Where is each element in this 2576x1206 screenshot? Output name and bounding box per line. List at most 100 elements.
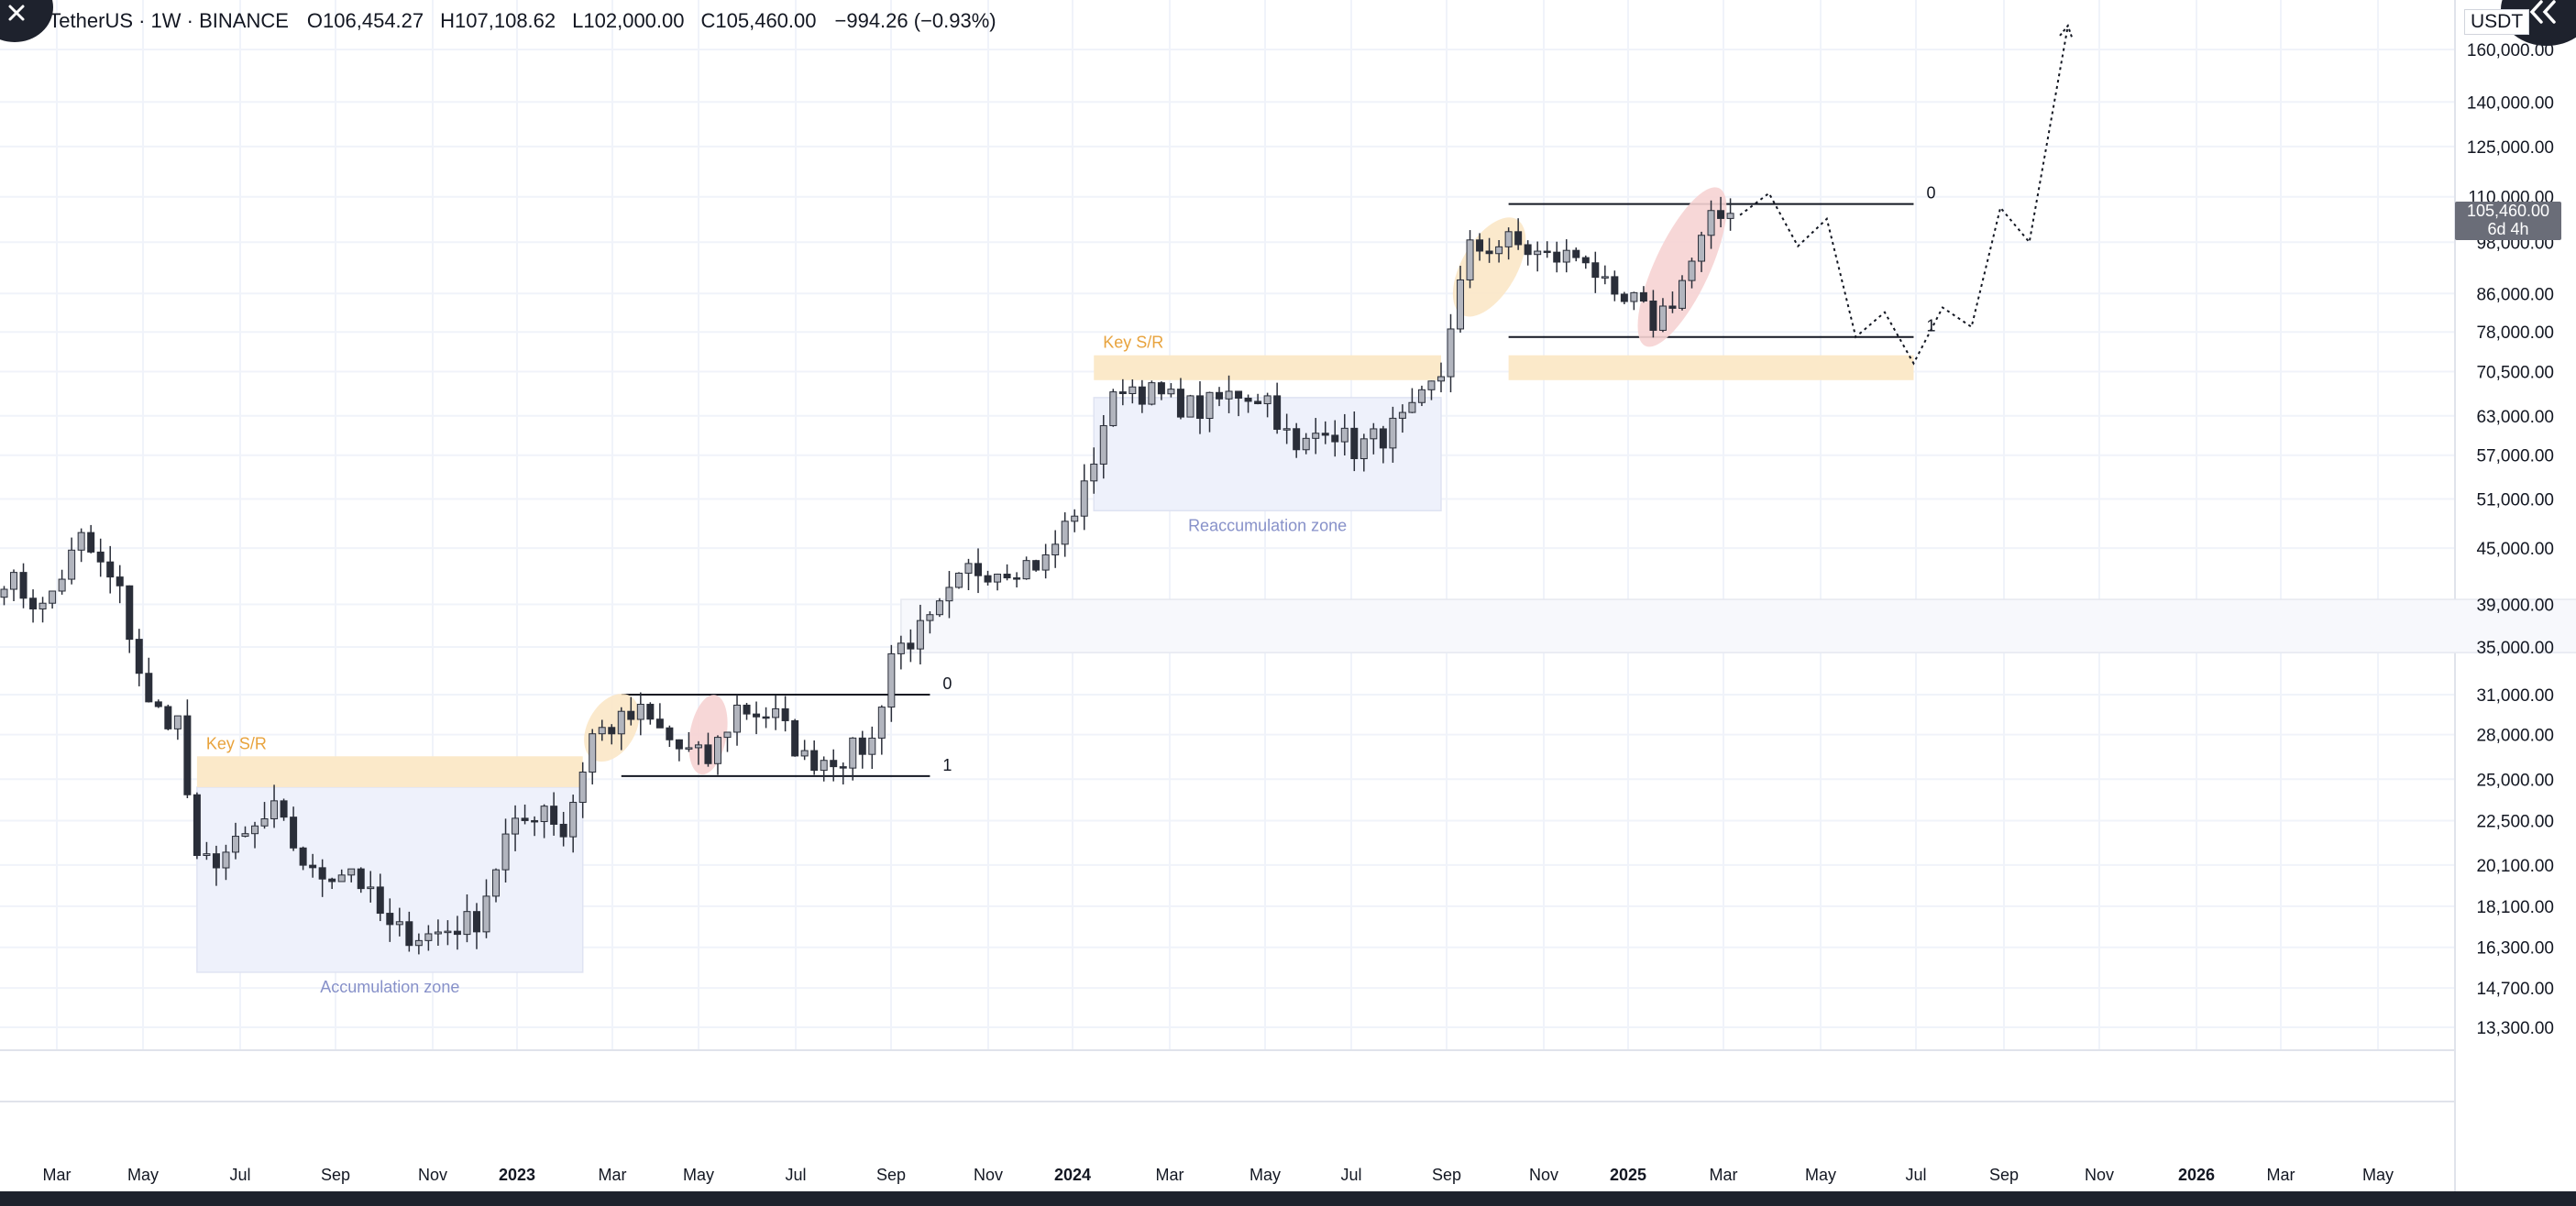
candle-body: [1601, 276, 1609, 279]
time-tick-label: Sep: [321, 1166, 350, 1184]
candle-body: [994, 574, 1002, 583]
time-axis[interactable]: Mar May Jul Sep Nov 2023 Mar May Jul Sep Nov 2024 Ma…: [43, 1166, 2394, 1184]
range-box: [900, 598, 2576, 653]
candle-body: [482, 895, 490, 933]
candle-body: [723, 731, 732, 739]
candle-body: [1717, 210, 1725, 219]
candle-body: [501, 833, 510, 871]
currency-button[interactable]: USDT: [2464, 9, 2530, 35]
candle-body: [1658, 305, 1667, 331]
time-tick-label: Sep: [876, 1166, 906, 1184]
candle-body: [1302, 437, 1310, 451]
candle-body: [1485, 250, 1493, 255]
candle-body: [290, 817, 298, 849]
candle-body: [87, 532, 95, 553]
close-label: C: [700, 9, 716, 32]
candle-body: [945, 587, 953, 602]
candle-body: [608, 727, 616, 735]
candle-body: [1553, 251, 1561, 263]
candle-body: [183, 715, 192, 795]
price-tick-label: 39,000.00: [2476, 597, 2554, 616]
candle-body: [810, 750, 819, 772]
price-tick-label: 22,500.00: [2476, 812, 2554, 831]
candle-body: [1350, 427, 1359, 460]
grid-lines: [0, 0, 2456, 1191]
key-sr-band: [1508, 355, 1914, 380]
candle-body: [974, 563, 983, 576]
candle-body: [1138, 386, 1146, 405]
candle-body: [492, 869, 501, 897]
candle-body: [1370, 428, 1378, 440]
symbol-name[interactable]: oin / TetherUS · 1W · BINANCE: [6, 9, 289, 32]
candle-body: [19, 572, 28, 599]
candle-body: [173, 715, 182, 729]
candle-body: [646, 704, 655, 720]
range-level-1: 1: [1926, 317, 1935, 335]
candle-body: [106, 561, 115, 578]
candle-body: [1340, 427, 1349, 443]
price-tick-label: 63,000.00: [2476, 408, 2554, 427]
projection-path: [1739, 23, 2074, 366]
candle-body: [685, 747, 693, 750]
candle-body: [1128, 386, 1137, 395]
candle-body: [424, 933, 433, 941]
candle-body: [1524, 244, 1532, 256]
candle-body: [1581, 257, 1590, 264]
last-price-value: 105,460.00: [2466, 202, 2550, 220]
last-price-tag: 105,460.00 6d 4h: [2455, 202, 2561, 240]
candle-body: [1562, 249, 1570, 263]
range-level-1: 1: [942, 756, 952, 774]
candle-body: [1447, 328, 1455, 378]
candle-body: [1205, 391, 1214, 420]
candle-body: [1476, 239, 1484, 252]
candle-body: [569, 802, 578, 838]
candle-body: [1639, 291, 1647, 302]
double-chevron-left-icon: [2529, 0, 2556, 24]
annotations-layer: Accumulation zone Reaccumulation zone Key …: [196, 184, 2576, 996]
candle-body: [1408, 401, 1416, 413]
candle-body: [753, 713, 761, 718]
time-tick-label: Jul: [1905, 1166, 1926, 1184]
candle-body: [318, 867, 326, 880]
time-tick-label: May: [1249, 1166, 1281, 1184]
breakout-highlight: [1452, 217, 1526, 317]
candle-body: [68, 549, 76, 580]
candle-body: [858, 737, 866, 755]
time-tick-label: Sep: [1989, 1166, 2019, 1184]
candle-body: [453, 930, 461, 936]
price-tick-label: 140,000.00: [2467, 93, 2554, 113]
time-tick-label: 2026: [2178, 1166, 2215, 1184]
candle-body: [540, 806, 548, 823]
candle-body: [1051, 543, 1060, 556]
candle-body: [916, 619, 924, 650]
candle-body: [1726, 213, 1734, 219]
symbol-header: oin / TetherUS · 1W · BINANCE O 106,454.2…: [0, 0, 996, 42]
candle-body: [154, 701, 162, 707]
price-axis[interactable]: 160,000.00140,000.00125,000.00110,000.00…: [2467, 41, 2554, 1038]
time-tick-label: 2024: [1054, 1166, 1091, 1184]
time-tick-label: Mar: [599, 1166, 627, 1184]
price-tick-label: 14,700.00: [2476, 980, 2554, 999]
candle-body: [1282, 428, 1291, 431]
candle-body: [1398, 411, 1406, 419]
price-tick-label: 45,000.00: [2476, 540, 2554, 559]
close-icon: [8, 5, 25, 21]
time-tick-label: Jul: [785, 1166, 806, 1184]
candle-body: [772, 707, 780, 718]
candle-body: [1331, 434, 1339, 443]
price-tick-label: 57,000.00: [2476, 447, 2554, 466]
time-tick-label: Nov: [2085, 1166, 2114, 1184]
candle-body: [589, 733, 597, 773]
candle-body: [800, 750, 809, 757]
price-tick-label: 18,100.00: [2476, 898, 2554, 917]
candle-body: [463, 911, 471, 936]
candle-body: [1013, 577, 1021, 580]
candles-layer: [0, 196, 1734, 955]
range-level-0: 0: [1926, 184, 1935, 203]
candle-body: [49, 590, 57, 604]
candle-body: [386, 913, 394, 926]
candle-body: [193, 794, 201, 856]
candle-body: [849, 737, 857, 769]
candle-body: [984, 575, 992, 583]
